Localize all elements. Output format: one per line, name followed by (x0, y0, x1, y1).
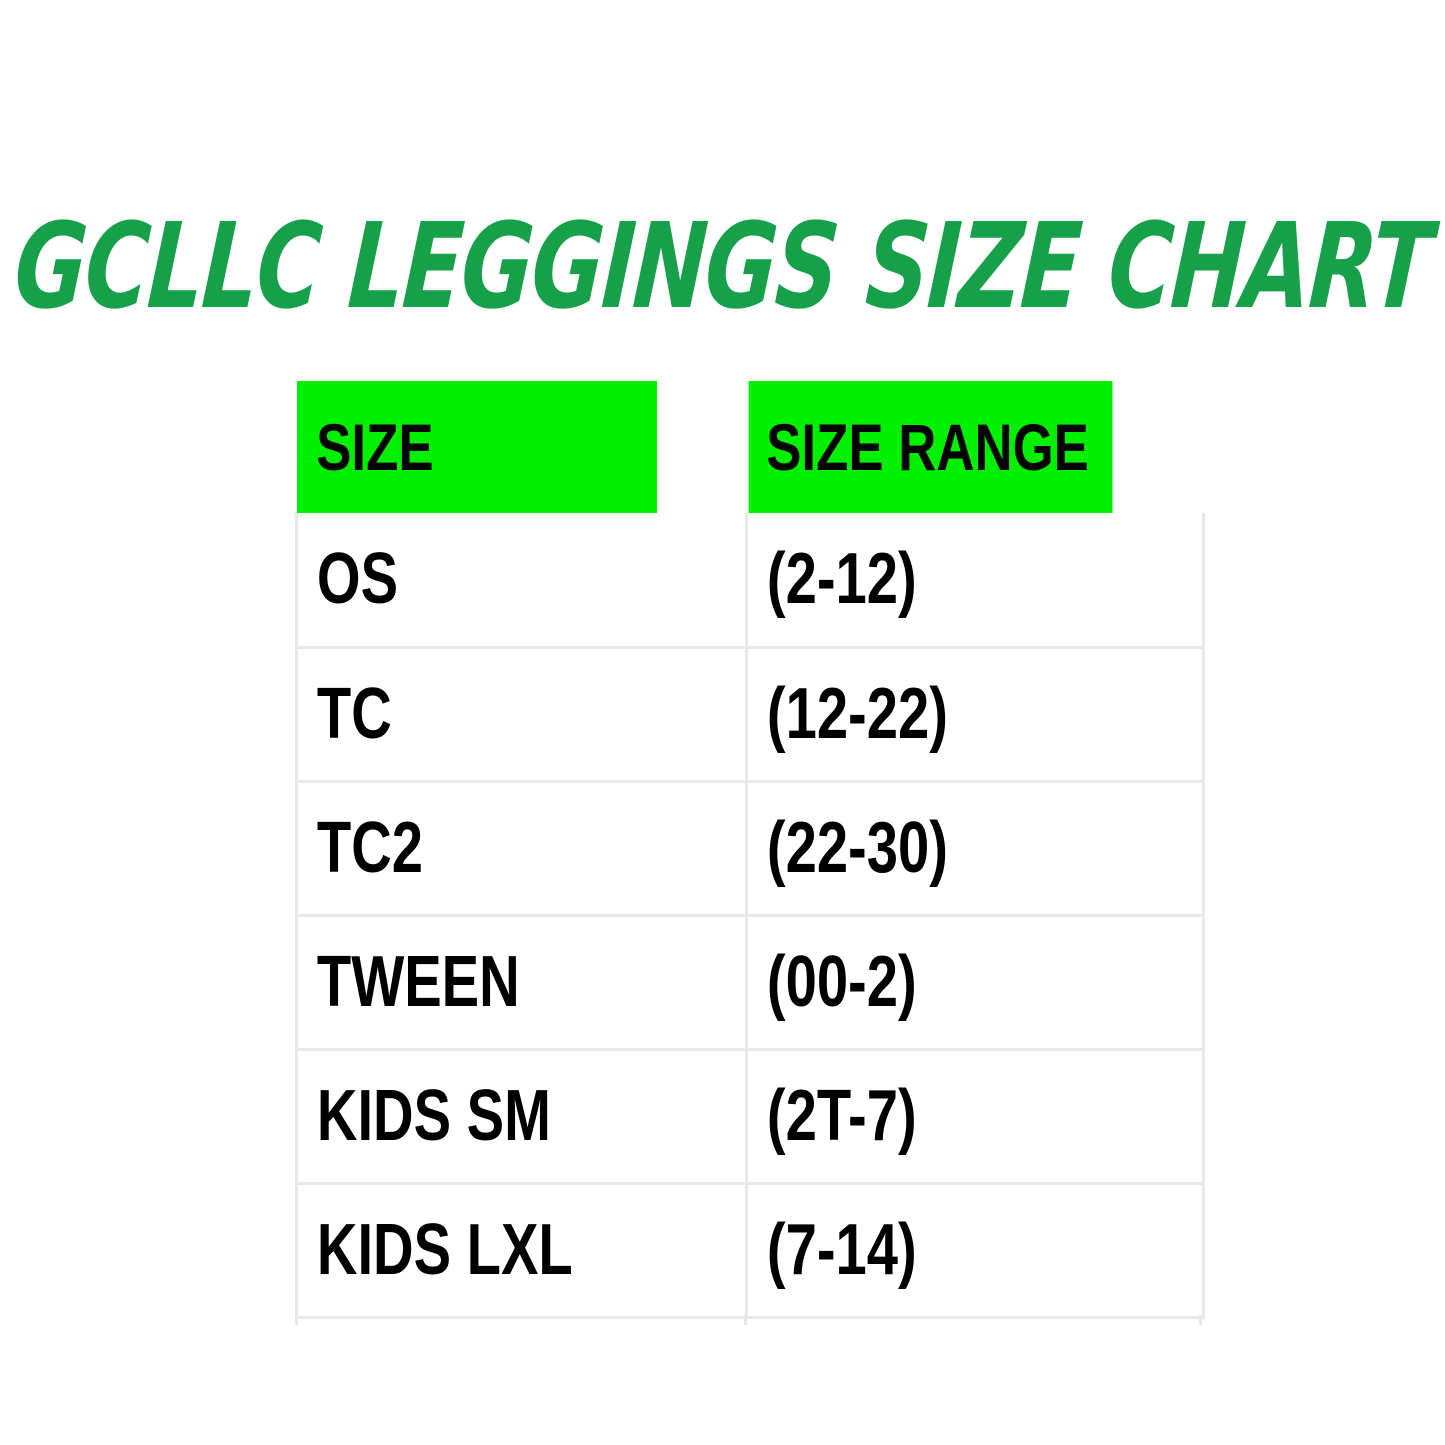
table-row: KIDS LXL (7-14) (295, 1183, 1204, 1319)
column-header-size-label: SIZE (315, 410, 434, 484)
table-bottom-stub (295, 1315, 1202, 1325)
cell-size: TC2 (295, 781, 649, 917)
page-title-text: GCLLC LEGGINGS SIZE CHART (10, 197, 1435, 335)
table-row: KIDS SM (2T-7) (295, 1049, 1204, 1185)
table-header-row: SIZE SIZE RANGE (296, 381, 1204, 513)
column-header-size-range-label: SIZE RANGE (765, 410, 1089, 484)
cell-size-range: (2T-7) (746, 1049, 1105, 1185)
cell-size: TWEEN (295, 915, 649, 1051)
table-row: TC2 (22-30) (295, 781, 1204, 917)
cell-size: OS (295, 513, 649, 649)
size-chart-table: SIZE SIZE RANGE OS (2-12) TC (12-22) TC2… (295, 381, 1205, 1319)
column-header-size-range: SIZE RANGE (746, 381, 1113, 513)
page-title: GCLLC LEGGINGS SIZE CHART (0, 196, 1445, 336)
cell-size-range: (2-12) (746, 513, 1105, 649)
table-row: OS (2-12) (295, 513, 1204, 649)
column-header-size: SIZE (296, 381, 657, 513)
cell-size: KIDS LXL (295, 1183, 649, 1319)
grid-line-left (295, 1315, 298, 1325)
table-body: OS (2-12) TC (12-22) TC2 (22-30) TWEEN (… (295, 513, 1204, 1319)
cell-size-range: (7-14) (746, 1183, 1105, 1319)
table-row: TWEEN (00-2) (295, 915, 1204, 1051)
table-row: TC (12-22) (295, 647, 1204, 783)
grid-line-right (1199, 1315, 1202, 1325)
cell-size-range: (12-22) (746, 647, 1105, 783)
grid-line-middle (744, 1315, 747, 1325)
cell-size-range: (22-30) (746, 781, 1105, 917)
cell-size: TC (295, 647, 649, 783)
cell-size: KIDS SM (295, 1049, 649, 1185)
cell-size-range: (00-2) (746, 915, 1105, 1051)
table-header: SIZE SIZE RANGE (296, 381, 1204, 513)
